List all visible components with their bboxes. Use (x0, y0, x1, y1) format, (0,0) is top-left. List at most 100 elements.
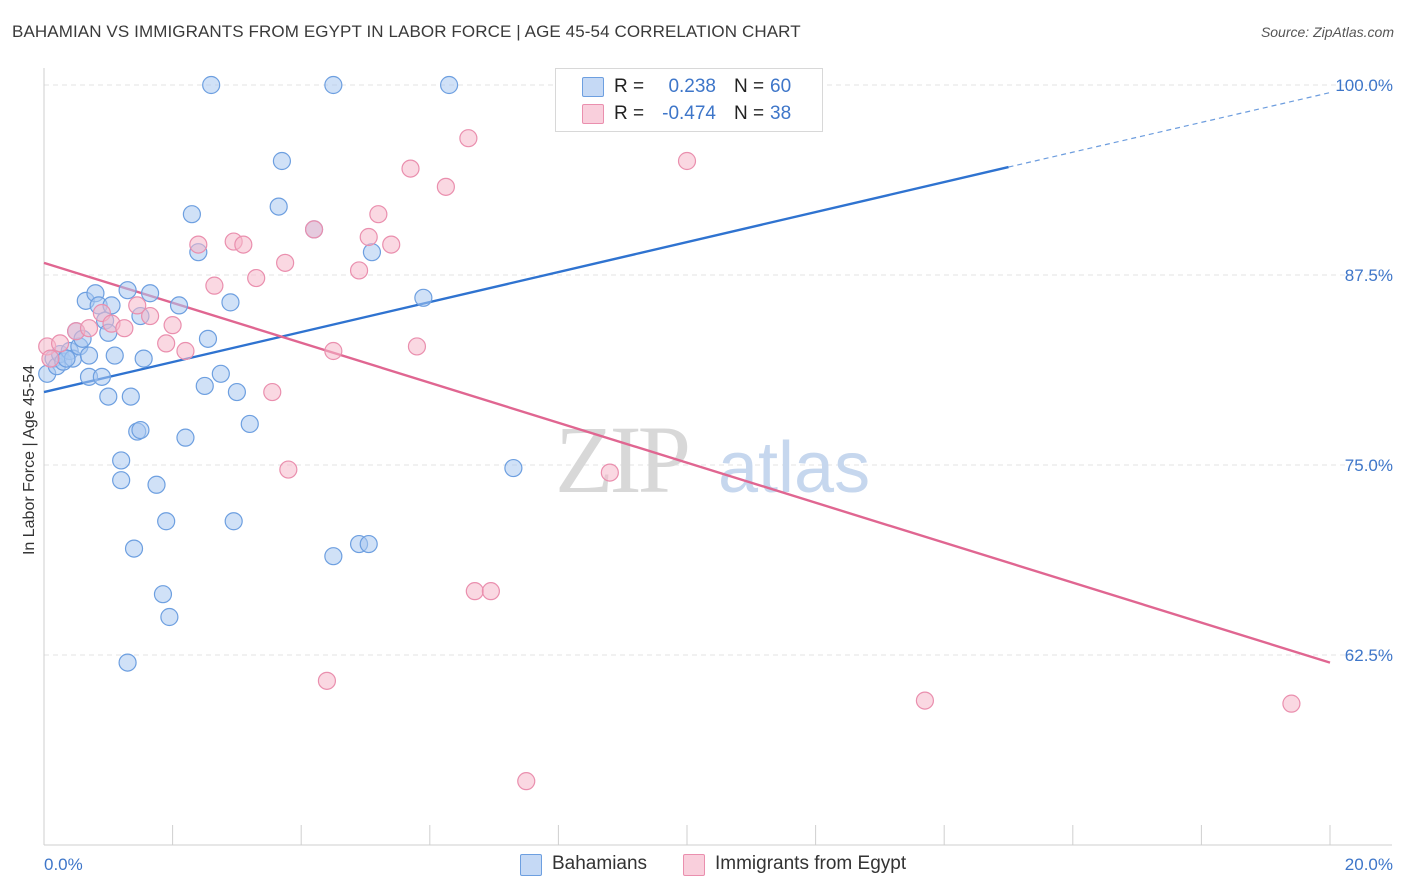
egypt-point (465, 582, 484, 601)
egypt-point (349, 261, 369, 280)
egypt-point (163, 316, 182, 335)
bahamian-point (224, 512, 243, 531)
egypt-point (359, 227, 378, 247)
legend-label: Immigrants from Egypt (715, 853, 907, 874)
pink-swatch (683, 854, 705, 876)
egypt-point (915, 691, 935, 710)
bahamian-point (359, 534, 378, 554)
egypt-point (205, 276, 224, 295)
bahamian-point (504, 458, 523, 478)
bahamian-point (57, 349, 76, 368)
bahamian-point (105, 346, 124, 365)
r-value: 0.238 (668, 76, 716, 97)
egypt-point (600, 463, 619, 482)
bahamian-point (118, 653, 137, 672)
n-value: 60 (770, 76, 792, 97)
bahamian-point (324, 547, 343, 566)
egypt-point (369, 205, 388, 224)
bahamian-point (147, 475, 166, 494)
egypt-point (115, 319, 134, 338)
egypt-point (407, 337, 427, 356)
egypt-point (157, 334, 176, 353)
bahamian-point (221, 293, 240, 312)
y-axis-label: In Labor Force | Age 45-54 (21, 365, 38, 555)
blue-swatch (582, 77, 604, 97)
bahamian-point (134, 349, 153, 368)
bahamian-point (140, 284, 160, 303)
bahamian-point (182, 205, 201, 224)
egypt-point (1282, 694, 1301, 713)
egypt-point (459, 129, 478, 148)
n-label: N = (734, 103, 765, 124)
bahamian-point (92, 367, 111, 386)
n-label: N = (734, 76, 765, 97)
trend-lines (43, 92, 1331, 664)
gridlines (44, 84, 1392, 656)
bahamian-point (169, 296, 189, 315)
stats-legend: R = 0.238 N = 60 R = -0.474 N = 38 (555, 68, 823, 132)
egypt-point (140, 306, 160, 326)
bahamian-point (157, 512, 176, 531)
egypt-point (189, 235, 208, 254)
r-label: R = (614, 76, 645, 97)
bahamian-point (99, 387, 118, 406)
egypt-point (41, 349, 60, 368)
egypt-point (481, 582, 500, 601)
y-tick-label: 75.0% (1345, 456, 1393, 475)
bahamian-point (118, 281, 137, 300)
x-tick-label: 0.0% (44, 855, 83, 874)
bahamian-point (211, 364, 230, 383)
r-value: -0.474 (662, 103, 716, 124)
bahamian-point (153, 585, 173, 604)
egypt-point (276, 253, 295, 272)
bahamian-point (269, 197, 288, 216)
bahamian-point (198, 329, 218, 348)
egypt-point (436, 177, 455, 196)
data-points (38, 75, 1301, 791)
series-legend: Bahamians Immigrants from Egypt (0, 852, 1406, 878)
bahamian-point (414, 288, 433, 307)
pink-swatch (582, 104, 604, 124)
bahamian-point (160, 607, 179, 627)
bahamian-point (79, 346, 99, 365)
x-tick-label: 20.0% (1345, 855, 1393, 874)
bahamian-point (121, 387, 140, 406)
source-label: Source: ZipAtlas.com (1260, 24, 1394, 40)
bahamian-point (240, 414, 259, 434)
egypt-point (247, 268, 266, 288)
n-value: 38 (770, 103, 792, 124)
bahamian-point (195, 376, 214, 396)
egypt-point (517, 772, 536, 791)
egypt-trend-line (43, 261, 1331, 664)
egypt-point (128, 296, 147, 315)
watermark-atlas: atlas (718, 428, 870, 508)
egypt-point (317, 671, 337, 690)
watermark-zip: ZIP (555, 406, 688, 513)
stats-row-bahamians: R = 0.238 N = 60 (556, 74, 822, 100)
bahamian-point (131, 420, 150, 440)
bahamian-point (324, 75, 343, 95)
bahamian-point (272, 151, 292, 171)
egypt-point (324, 341, 343, 361)
bahamian-point (112, 471, 131, 490)
bahamian-point (439, 75, 459, 95)
bahamian-point (176, 428, 195, 447)
y-tick-label: 62.5% (1345, 646, 1393, 665)
stats-row-egypt: R = -0.474 N = 38 (556, 101, 822, 127)
egypt-point (279, 460, 298, 479)
bahamians-trend-extension (1008, 92, 1331, 168)
egypt-point (401, 159, 420, 178)
bahamian-point (124, 539, 144, 558)
egypt-point (677, 151, 697, 171)
egypt-point (79, 319, 99, 338)
bahamian-point (202, 75, 221, 95)
y-tick-label: 87.5% (1345, 266, 1393, 285)
tick-labels: 62.5% 75.0% 87.5% 100.0% 0.0% 20.0% (44, 76, 1393, 874)
bahamian-point (362, 243, 382, 262)
egypt-point (50, 334, 70, 353)
egypt-point (176, 341, 195, 361)
blue-swatch (520, 854, 542, 876)
egypt-point (304, 220, 324, 239)
legend-label: Bahamians (552, 853, 648, 874)
